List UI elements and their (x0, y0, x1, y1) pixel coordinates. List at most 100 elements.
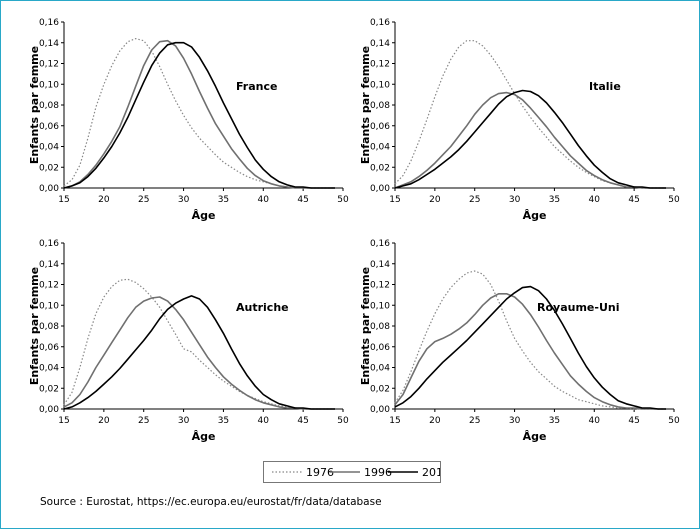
series-line-1976-france (63, 38, 335, 189)
series-line-1996-italie (394, 91, 666, 189)
y-axis-label: Enfants par femme (359, 267, 372, 385)
y-tick-label: 0,06 (39, 343, 59, 353)
series-line-1996-royaume-uni (394, 292, 666, 410)
source-note: Source : Eurostat, https://ec.europa.eu/… (40, 496, 382, 508)
panel-title-france: France (236, 80, 277, 93)
x-tick-label: 40 (589, 416, 601, 426)
x-tick-label: 50 (337, 416, 349, 426)
y-tick-label: 0,04 (370, 143, 390, 153)
y-tick-label: 0,06 (39, 122, 59, 132)
y-tick-label: 0,14 (39, 39, 59, 49)
series-line-1976-royaume-uni (394, 270, 666, 410)
y-tick-label: 0,16 (370, 239, 390, 249)
x-tick-label: 15 (58, 195, 69, 205)
x-tick-label: 30 (178, 416, 190, 426)
y-tick-label: 0,02 (39, 384, 59, 394)
x-tick-label: 25 (469, 416, 480, 426)
y-tick-label: 0,02 (370, 384, 390, 394)
x-tick-label: 35 (218, 195, 229, 205)
x-tick-label: 20 (429, 195, 441, 205)
panel-title-royaume-uni: Royaume-Uni (537, 301, 619, 314)
series-line-1996-france (63, 39, 335, 189)
x-tick-label: 35 (218, 416, 229, 426)
x-tick-label: 35 (549, 416, 560, 426)
y-tick-label: 0,10 (370, 301, 390, 311)
y-tick-label: 0,14 (370, 260, 390, 270)
x-tick-label: 35 (549, 195, 560, 205)
legend-label-1976: 1976 (306, 466, 334, 479)
x-tick-label: 40 (258, 416, 270, 426)
x-tick-label: 45 (297, 416, 308, 426)
x-tick-label: 25 (138, 195, 149, 205)
chart-legend: 1976 1996 2016 (263, 461, 450, 483)
x-tick-label: 45 (628, 416, 639, 426)
chart-italie: 0,00 0,02 0,04 0,06 0,08 0,10 0,12 0,14 0,16 15 20… (359, 18, 680, 222)
x-tick-label: 40 (258, 195, 270, 205)
y-tick-label: 0,00 (370, 184, 390, 194)
x-tick-label: 15 (58, 416, 69, 426)
x-tick-label: 30 (509, 195, 521, 205)
series-line-2016-italie (394, 89, 666, 189)
y-tick-label: 0,16 (39, 239, 59, 249)
y-axis-label: Enfants par femme (28, 267, 41, 385)
x-tick-label: 40 (589, 195, 601, 205)
y-tick-label: 0,16 (39, 18, 59, 28)
y-tick-label: 0,16 (370, 18, 390, 28)
series-line-1976-italie (394, 40, 666, 189)
y-tick-label: 0,06 (370, 343, 390, 353)
y-tick-label: 0,08 (370, 322, 390, 332)
legend-label-2016: 2016 (422, 466, 440, 479)
y-tick-label: 0,00 (39, 405, 59, 415)
y-tick-label: 0,04 (370, 364, 390, 374)
y-axis-label: Enfants par femme (28, 46, 41, 164)
y-tick-label: 0,12 (39, 281, 59, 291)
x-axis-label: Âge (192, 209, 216, 222)
y-tick-label: 0,04 (39, 143, 59, 153)
x-tick-label: 20 (98, 416, 110, 426)
chart-royaume-uni: 0,00 0,02 0,04 0,06 0,08 0,10 0,12 0,14 0,16 15 20… (359, 239, 680, 443)
y-tick-label: 0,14 (39, 260, 59, 270)
y-tick-label: 0,04 (39, 364, 59, 374)
y-tick-label: 0,10 (39, 301, 59, 311)
y-tick-label: 0,08 (39, 101, 59, 111)
x-tick-label: 45 (628, 195, 639, 205)
x-tick-label: 30 (509, 416, 521, 426)
x-tick-label: 50 (337, 195, 349, 205)
y-tick-label: 0,08 (39, 322, 59, 332)
x-axis-label: Âge (523, 430, 547, 443)
x-tick-label: 30 (178, 195, 190, 205)
x-axis-label: Âge (192, 430, 216, 443)
panel-title-italie: Italie (589, 80, 621, 93)
x-tick-label: 45 (297, 195, 308, 205)
series-line-2016-royaume-uni (394, 285, 666, 410)
legend-graphic: 1976 1996 2016 (272, 466, 450, 479)
x-tick-label: 20 (98, 195, 110, 205)
x-tick-label: 25 (469, 195, 480, 205)
chart-france: 0,00 0,02 0,04 0,06 0,08 0,10 0,12 0,14 0,16 15 20… (28, 18, 349, 222)
legend-label-1996: 1996 (364, 466, 392, 479)
chart-autriche: 0,00 0,02 0,04 0,06 0,08 0,10 0,12 0,14 0,16 15 20… (28, 239, 349, 443)
y-tick-label: 0,10 (39, 80, 59, 90)
series-line-2016-autriche (63, 295, 335, 410)
y-tick-label: 0,08 (370, 101, 390, 111)
y-tick-label: 0,00 (370, 405, 390, 415)
y-tick-label: 0,12 (370, 60, 390, 70)
y-tick-label: 0,06 (370, 122, 390, 132)
x-tick-label: 50 (668, 195, 680, 205)
x-tick-label: 20 (429, 416, 441, 426)
x-tick-label: 25 (138, 416, 149, 426)
x-tick-label: 15 (389, 195, 400, 205)
y-axis-label: Enfants par femme (359, 46, 372, 164)
panel-title-autriche: Autriche (236, 301, 289, 314)
x-tick-label: 50 (668, 416, 680, 426)
series-line-1996-autriche (63, 296, 335, 410)
y-tick-label: 0,10 (370, 80, 390, 90)
y-tick-label: 0,02 (39, 163, 59, 173)
series-line-2016-france (63, 41, 335, 189)
x-tick-label: 15 (389, 416, 400, 426)
y-tick-label: 0,14 (370, 39, 390, 49)
y-tick-label: 0,02 (370, 163, 390, 173)
y-tick-label: 0,00 (39, 184, 59, 194)
x-axis-label: Âge (523, 209, 547, 222)
y-tick-label: 0,12 (370, 281, 390, 291)
